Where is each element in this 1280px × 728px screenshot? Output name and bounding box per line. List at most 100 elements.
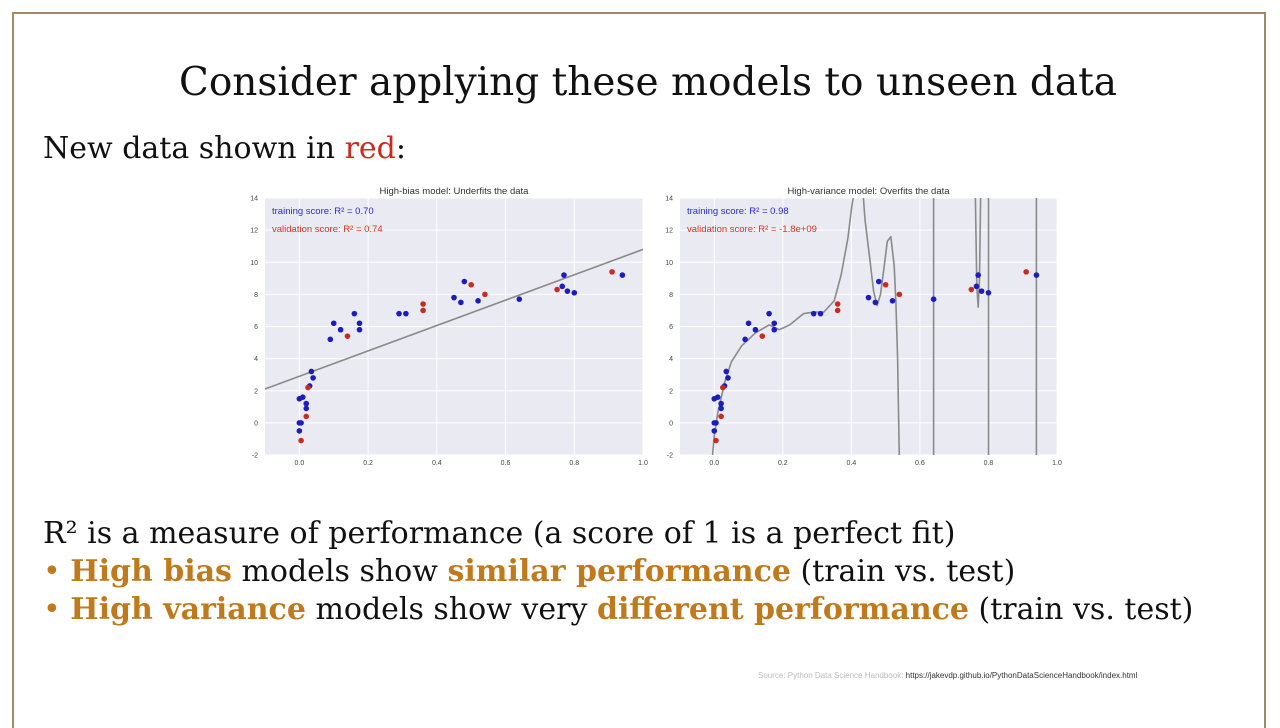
training-point: [817, 310, 824, 317]
y-tick-label: 8: [669, 292, 673, 299]
bullet1-end: (train vs. test): [790, 554, 1016, 589]
x-tick-label: 0.0: [709, 460, 719, 467]
slide-title: Consider applying these models to unseen…: [178, 60, 1118, 105]
training-point: [403, 310, 409, 317]
y-tick-label: -2: [667, 453, 673, 460]
validation-point: [1023, 269, 1029, 275]
subtitle-suffix: :: [395, 131, 406, 166]
training-point: [771, 326, 778, 333]
charts-panel: 0.0 0.2 0.4 0.6 0.8 1.0 -2 0 2 4 6 8 10 12 14 High-bias…: [240, 180, 1070, 470]
training-point: [889, 298, 896, 304]
y-tick-label: 0: [254, 420, 258, 427]
validation-point: [609, 269, 615, 275]
validation-point: [298, 437, 304, 444]
y-tick-label: 14: [665, 196, 673, 203]
training-point: [351, 310, 358, 317]
validation-point: [420, 301, 426, 307]
training-point: [300, 394, 306, 400]
y-tick-label: 10: [250, 260, 258, 267]
x-tick-label: 0.8: [569, 460, 579, 467]
x-tick-label: 0.4: [432, 460, 442, 467]
x-tick-label: 1.0: [638, 460, 648, 467]
training-point: [561, 272, 567, 278]
model-fit-line: [265, 248, 643, 390]
validation-point: [882, 281, 889, 288]
bullet-high-variance: • High variance models show very differe…: [43, 591, 1193, 629]
slide-subtitle: New data shown in red:: [43, 131, 406, 166]
validation-point: [720, 384, 726, 391]
x-tick-label: 0.2: [363, 460, 373, 467]
validation-point: [713, 437, 719, 444]
term-different-performance: different performance: [596, 592, 969, 627]
training-point: [356, 320, 363, 327]
charts-svg: 0.0 0.2 0.4 0.6 0.8 1.0 -2 0 2 4 6 8 10 12 14 High-bias…: [250, 186, 1062, 467]
training-point: [723, 368, 730, 375]
training-point: [718, 405, 724, 412]
training-point: [296, 428, 303, 434]
y-tick-label: 4: [254, 356, 258, 363]
chart-title: High-variance model: Overfits the data: [787, 186, 950, 197]
training-point: [571, 289, 578, 296]
training-point: [745, 320, 752, 327]
training-point: [771, 320, 778, 327]
training-point: [973, 283, 980, 290]
x-tick-label: 0.6: [501, 460, 511, 467]
subtitle-prefix: New data shown in: [43, 131, 345, 166]
x-tick-label: 0.2: [778, 460, 788, 467]
takeaways: R² is a measure of performance (a score …: [43, 515, 1193, 629]
source-url[interactable]: https://jakevdp.github.io/PythonDataScie…: [905, 671, 1138, 680]
y-tick-label: 0: [669, 420, 673, 427]
validation-point: [303, 413, 310, 420]
term-high-variance: High variance: [70, 592, 306, 627]
y-tick-label: -2: [252, 453, 258, 460]
training-point: [985, 289, 992, 296]
validation-point: [834, 301, 841, 307]
bullet1-mid: models show: [231, 554, 448, 589]
x-tick-label: 0.4: [846, 460, 856, 467]
subtitle-red-word: red: [344, 131, 396, 166]
training-point: [310, 375, 316, 381]
y-tick-label: 12: [665, 228, 673, 235]
training-point: [564, 288, 571, 294]
plot-area: [265, 248, 643, 444]
training-point: [559, 283, 566, 290]
training-point: [451, 294, 457, 301]
training-point: [303, 400, 310, 407]
x-tick-label: 0.6: [915, 460, 925, 467]
validation-score-label: validation score: R² = -1.8e+09: [687, 224, 817, 235]
training-point: [872, 299, 879, 306]
model-fit-curve: [974, 198, 982, 308]
validation-point: [759, 333, 766, 339]
validation-score-label: validation score: R² = 0.74: [272, 224, 383, 235]
term-similar-performance: similar performance: [447, 554, 791, 589]
training-point: [516, 296, 523, 302]
x-tick-label: 1.0: [1052, 460, 1062, 467]
training-point: [810, 310, 817, 317]
y-tick-label: 12: [250, 228, 258, 235]
bullet-high-bias: • High bias models show similar performa…: [43, 553, 1193, 591]
training-score-label: training score: R² = 0.98: [687, 206, 789, 217]
training-point: [711, 428, 718, 434]
validation-point: [482, 291, 488, 298]
high-variance-chart: 0.0 0.2 0.4 0.6 0.8 1.0 -2 0 2 4 6 8 10 12 14 High-vari…: [665, 186, 1062, 467]
y-tick-label: 2: [669, 388, 673, 395]
y-tick-label: 14: [250, 196, 258, 203]
high-bias-chart: 0.0 0.2 0.4 0.6 0.8 1.0 -2 0 2 4 6 8 10 12 14 High-bias…: [250, 186, 648, 467]
bullet-marker: •: [43, 554, 61, 589]
training-point: [742, 336, 748, 343]
y-tick-label: 4: [669, 356, 673, 363]
training-point: [298, 420, 304, 426]
training-point: [718, 400, 724, 407]
training-point: [619, 272, 626, 278]
model-fit-curve: [862, 198, 901, 455]
training-point: [725, 375, 731, 381]
validation-point: [896, 291, 903, 298]
validation-point: [468, 281, 474, 288]
validation-point: [305, 384, 311, 391]
y-tick-label: 6: [669, 324, 673, 331]
training-point: [766, 310, 772, 317]
training-point: [327, 336, 334, 343]
y-tick-label: 8: [254, 292, 258, 299]
training-point: [975, 272, 981, 278]
validation-point: [718, 413, 724, 420]
